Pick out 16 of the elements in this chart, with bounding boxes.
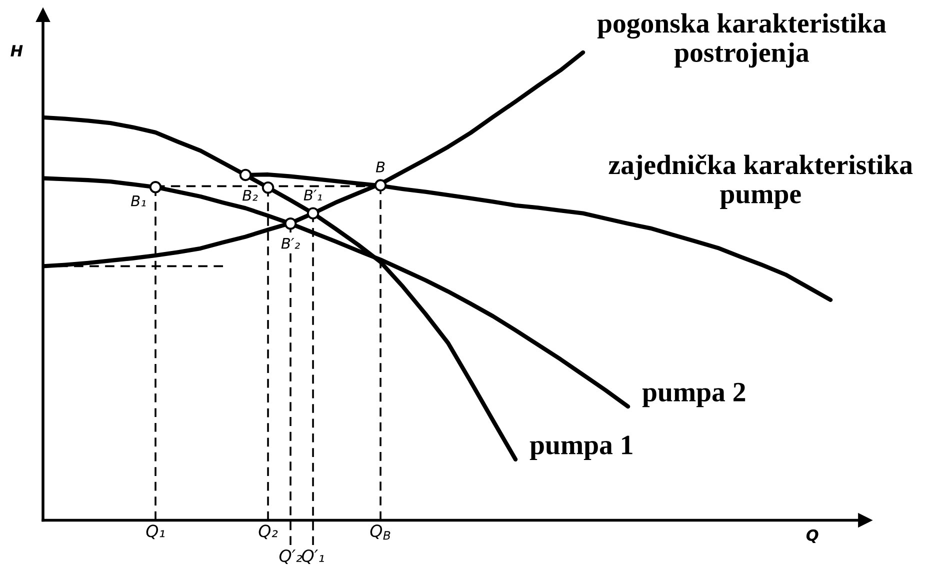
y-axis-title: H	[10, 45, 23, 56]
x-tick-label: Q$_{B}$	[370, 524, 390, 540]
annotation: B′₁	[304, 190, 322, 200]
series-label: pumpa 2	[642, 382, 746, 408]
x-tick-label: Q₂	[258, 524, 278, 540]
x-tick-label: Q′₁	[302, 549, 324, 564]
annotation: B₂	[242, 190, 258, 201]
annotation: B′₂	[281, 238, 300, 249]
x-tick-label: Q₁	[146, 524, 165, 540]
x-tick-label: Q′₂	[279, 549, 302, 564]
series-label: zajednička karakteristika pumpe	[608, 154, 913, 209]
series-label: pogonska karakteristika postrojenja	[597, 13, 886, 68]
series-label: pumpa 1	[530, 436, 632, 460]
x-axis-title: Q	[806, 529, 818, 543]
annotation: B₁	[130, 196, 146, 206]
annotation: B	[376, 162, 385, 172]
